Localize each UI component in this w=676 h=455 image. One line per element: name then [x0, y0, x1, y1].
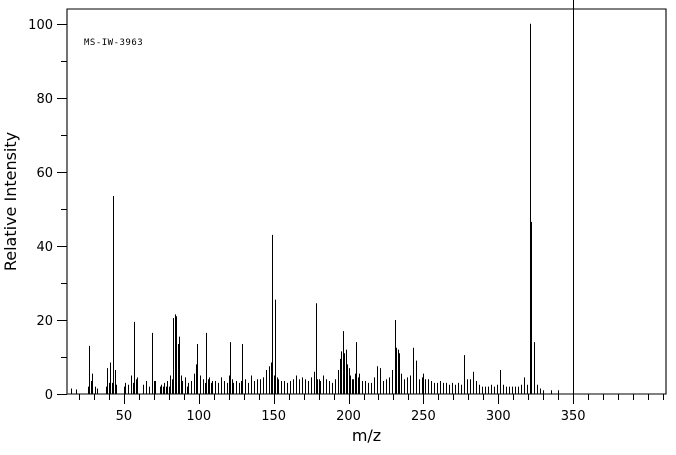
y-tick-label: 0	[45, 388, 53, 403]
x-tick-label: 100	[186, 409, 211, 424]
x-tick-label: 200	[336, 409, 361, 424]
x-axis-tick-labels: 50 100 150 200 250 300 350	[116, 409, 586, 424]
y-tick-label: 80	[36, 92, 53, 107]
x-tick-label: 50	[116, 409, 133, 424]
y-tick-label: 40	[36, 240, 53, 255]
y-tick-label: 20	[36, 314, 53, 329]
x-axis-title: m/z	[352, 426, 381, 445]
plot-frame	[66, 8, 667, 395]
x-axis-ticks	[79, 394, 664, 404]
axes-frame	[66, 8, 667, 395]
y-axis-ticks	[57, 24, 67, 395]
peak-series	[71, 0, 574, 394]
x-tick-label: 250	[411, 409, 436, 424]
y-tick-label: 60	[36, 166, 53, 181]
x-tick-label: 300	[486, 409, 511, 424]
sample-annotation-label: MS-IW-3963	[84, 38, 143, 48]
x-tick-label: 150	[261, 409, 286, 424]
y-axis-tick-labels: 0 20 40 60 80 100	[28, 18, 53, 403]
y-axis-title: Relative Intensity	[1, 132, 20, 271]
x-tick-label: 350	[561, 409, 586, 424]
y-tick-label: 100	[28, 18, 53, 33]
